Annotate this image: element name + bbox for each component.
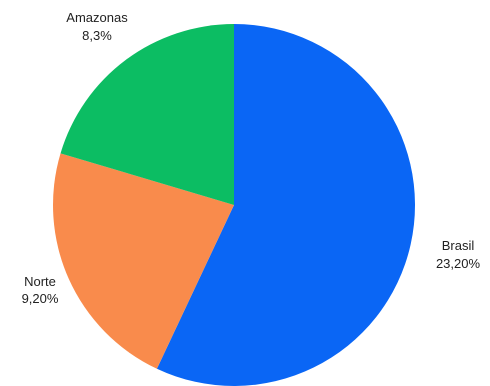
pie-slice-norte: [53, 153, 235, 369]
slice-label-amazonas: Amazonas: [66, 10, 128, 25]
slice-value-brasil: 23,20%: [436, 256, 481, 271]
slice-value-amazonas: 8,3%: [82, 28, 112, 43]
pie-slice-brasil: [156, 24, 416, 386]
slice-label-norte: Norte: [24, 274, 56, 289]
pie-slices: [53, 24, 416, 386]
slice-label-brasil: Brasil: [442, 238, 475, 253]
pie-labels: Brasil 23,20% Norte 9,20% Amazonas 8,3%: [22, 10, 481, 306]
slice-value-norte: 9,20%: [22, 291, 59, 306]
pie-slice-amazonas: [60, 24, 234, 205]
